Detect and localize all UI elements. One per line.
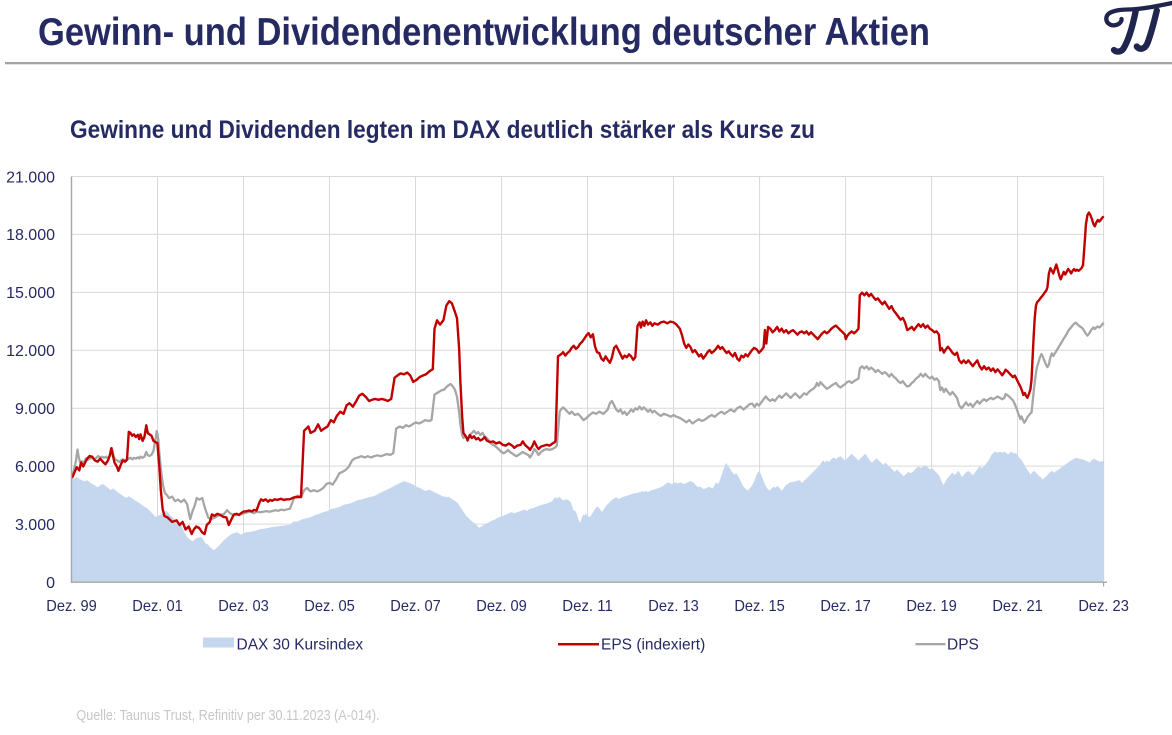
svg-text:Dez. 09: Dez. 09: [476, 598, 527, 615]
svg-text:0: 0: [46, 575, 55, 592]
svg-text:21.000: 21.000: [6, 169, 55, 186]
svg-text:Dez. 07: Dez. 07: [390, 598, 441, 615]
svg-text:9.000: 9.000: [15, 401, 55, 418]
svg-text:Gewinne und Dividenden legten: Gewinne und Dividenden legten im DAX deu…: [70, 116, 815, 144]
svg-text:6.000: 6.000: [15, 459, 55, 476]
svg-text:Dez. 03: Dez. 03: [218, 598, 269, 615]
svg-text:Dez. 05: Dez. 05: [304, 598, 355, 615]
svg-text:Dez. 15: Dez. 15: [734, 598, 785, 615]
svg-text:Gewinn- und Dividendenentwickl: Gewinn- und Dividendenentwicklung deutsc…: [38, 11, 930, 54]
svg-text:DPS: DPS: [947, 637, 979, 654]
svg-text:Dez. 17: Dez. 17: [820, 598, 871, 615]
svg-text:12.000: 12.000: [6, 343, 55, 360]
svg-text:18.000: 18.000: [6, 227, 55, 244]
svg-text:DAX 30 Kursindex: DAX 30 Kursindex: [237, 637, 364, 654]
svg-text:Quelle: Taunus Trust, Refiniti: Quelle: Taunus Trust, Refinitiv per 30.1…: [77, 708, 380, 724]
svg-text:Dez. 11: Dez. 11: [562, 598, 613, 615]
svg-text:Dez. 19: Dez. 19: [906, 598, 957, 615]
svg-text:Dez. 23: Dez. 23: [1078, 598, 1129, 615]
svg-text:3.000: 3.000: [15, 517, 55, 534]
svg-text:Dez. 99: Dez. 99: [46, 598, 97, 615]
svg-text:EPS (indexiert): EPS (indexiert): [601, 637, 705, 654]
svg-text:Dez. 21: Dez. 21: [992, 598, 1043, 615]
svg-text:15.000: 15.000: [6, 285, 55, 302]
svg-text:Dez. 13: Dez. 13: [648, 598, 699, 615]
svg-text:Dez. 01: Dez. 01: [132, 598, 183, 615]
